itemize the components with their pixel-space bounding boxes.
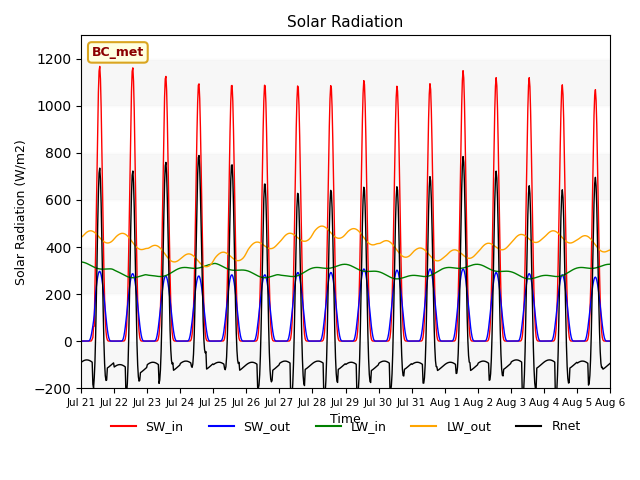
SW_in bbox=[96, 63, 104, 69]
Line: SW_in: SW_in bbox=[81, 66, 610, 341]
SW_in bbox=[606, 338, 614, 344]
SW_out bbox=[263, 276, 271, 282]
Rnet bbox=[606, 360, 614, 366]
X-axis label: Time: Time bbox=[330, 413, 361, 426]
SW_in bbox=[430, 259, 438, 264]
SW_out bbox=[460, 266, 467, 272]
LW_in bbox=[525, 276, 533, 282]
Bar bbox=[81, 341, 610, 388]
Rnet bbox=[264, 256, 271, 262]
Rnet bbox=[284, 359, 291, 364]
LW_in bbox=[263, 275, 271, 280]
Legend: SW_in, SW_out, LW_in, LW_out, Rnet: SW_in, SW_out, LW_in, LW_out, Rnet bbox=[106, 415, 586, 438]
LW_out bbox=[284, 231, 291, 237]
Rnet bbox=[401, 366, 408, 372]
Rnet bbox=[77, 360, 85, 365]
SW_in bbox=[264, 168, 271, 174]
Rnet bbox=[430, 322, 438, 328]
SW_in bbox=[140, 338, 148, 344]
Rnet bbox=[195, 153, 203, 158]
SW_in bbox=[237, 338, 245, 344]
LW_in bbox=[283, 273, 291, 279]
Bar bbox=[81, 153, 610, 200]
SW_in bbox=[284, 338, 291, 344]
SW_out bbox=[140, 338, 147, 344]
LW_in bbox=[77, 259, 85, 265]
Text: BC_met: BC_met bbox=[92, 46, 144, 59]
SW_out bbox=[283, 338, 291, 344]
Y-axis label: Solar Radiation (W/m2): Solar Radiation (W/m2) bbox=[15, 139, 28, 285]
SW_out bbox=[429, 283, 437, 288]
Line: LW_out: LW_out bbox=[81, 226, 610, 267]
LW_out bbox=[264, 245, 271, 251]
Line: Rnet: Rnet bbox=[81, 156, 610, 399]
Bar bbox=[81, 247, 610, 294]
LW_out bbox=[202, 264, 210, 270]
LW_in bbox=[606, 261, 614, 267]
Line: LW_in: LW_in bbox=[81, 262, 610, 279]
Title: Solar Radiation: Solar Radiation bbox=[287, 15, 404, 30]
SW_out bbox=[400, 318, 408, 324]
Rnet bbox=[552, 396, 559, 402]
LW_out bbox=[606, 247, 614, 253]
LW_out bbox=[237, 257, 245, 263]
LW_out bbox=[401, 254, 409, 260]
LW_in bbox=[237, 267, 244, 273]
Line: SW_out: SW_out bbox=[81, 269, 610, 341]
SW_out bbox=[237, 333, 244, 338]
LW_out bbox=[431, 257, 438, 263]
LW_out bbox=[77, 234, 85, 240]
SW_out bbox=[77, 338, 85, 344]
LW_in bbox=[140, 272, 147, 278]
SW_in bbox=[401, 336, 408, 342]
SW_in bbox=[77, 338, 85, 344]
Bar bbox=[81, 59, 610, 106]
LW_in bbox=[400, 275, 408, 280]
LW_out bbox=[318, 223, 326, 229]
Rnet bbox=[237, 366, 245, 372]
LW_in bbox=[429, 271, 437, 277]
SW_out bbox=[606, 338, 614, 344]
LW_out bbox=[140, 247, 147, 252]
Rnet bbox=[140, 368, 147, 373]
